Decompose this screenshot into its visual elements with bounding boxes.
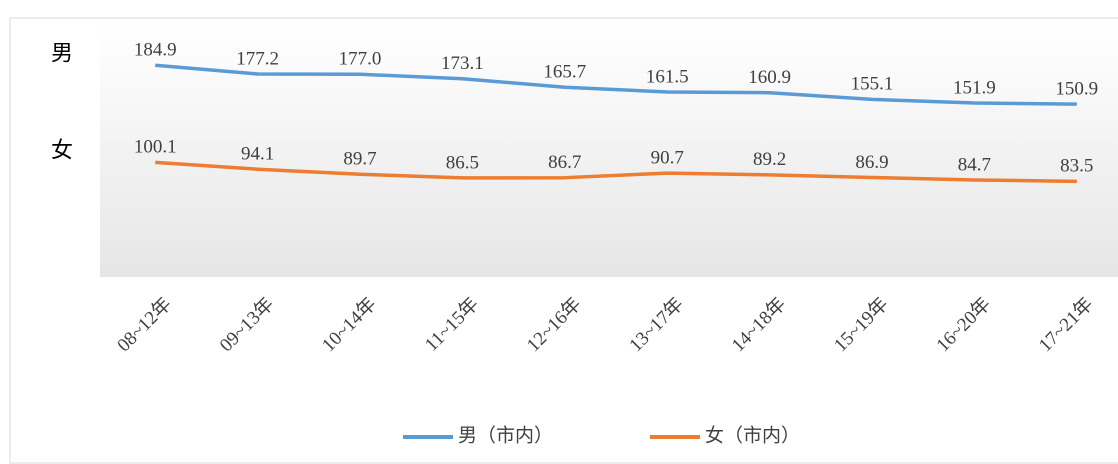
- side-label: 男: [51, 40, 73, 65]
- data-label: 177.0: [339, 49, 382, 70]
- data-label: 100.1: [134, 137, 177, 158]
- data-label: 83.5: [1060, 156, 1093, 177]
- series-line: [155, 63, 1077, 106]
- data-label: 89.2: [753, 149, 786, 170]
- data-label: 151.9: [953, 77, 996, 98]
- data-label: 94.1: [241, 144, 274, 165]
- data-label: 90.7: [651, 147, 684, 168]
- side-label: 女: [51, 137, 73, 162]
- data-label: 86.7: [548, 152, 581, 173]
- data-label: 155.1: [851, 74, 894, 95]
- data-label: 150.9: [1055, 79, 1098, 100]
- data-label: 86.9: [855, 152, 888, 173]
- data-label: 173.1: [441, 53, 484, 74]
- data-label: 89.7: [343, 149, 376, 170]
- data-label: 84.7: [958, 154, 991, 175]
- series-line: [155, 160, 1077, 184]
- data-label: 184.9: [134, 40, 177, 61]
- legend-label: 女（市内）: [705, 424, 800, 446]
- data-label: 177.2: [236, 48, 279, 69]
- data-label: 161.5: [646, 66, 689, 87]
- data-label: 86.5: [446, 152, 479, 173]
- plot-area: [100, 25, 1118, 277]
- data-label: 160.9: [748, 67, 791, 88]
- legend-label: 男（市内）: [458, 424, 553, 446]
- data-label: 165.7: [543, 62, 586, 83]
